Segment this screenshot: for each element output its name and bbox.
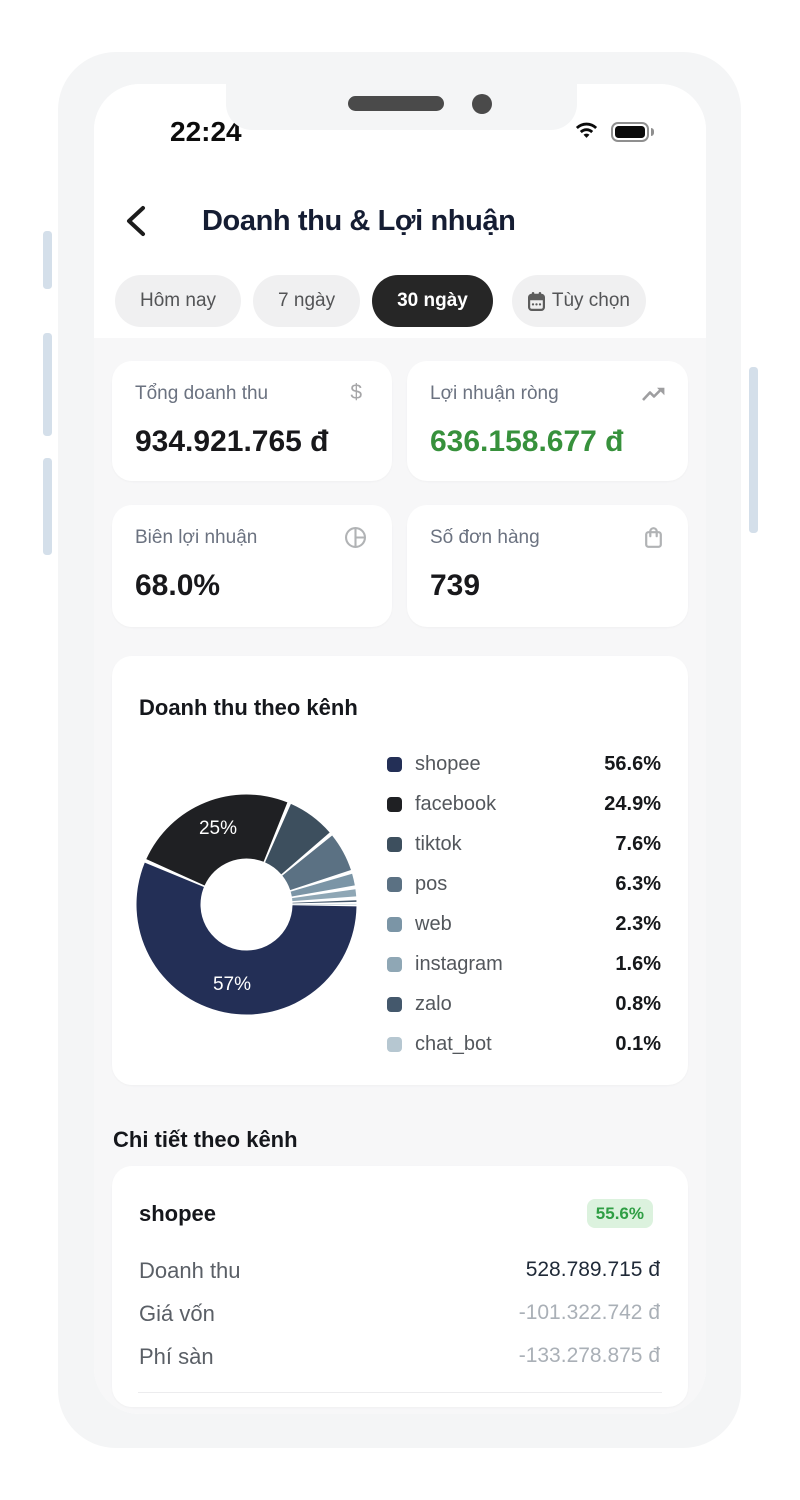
svg-text:25%: 25% <box>199 818 237 839</box>
svg-text:57%: 57% <box>213 974 251 995</box>
